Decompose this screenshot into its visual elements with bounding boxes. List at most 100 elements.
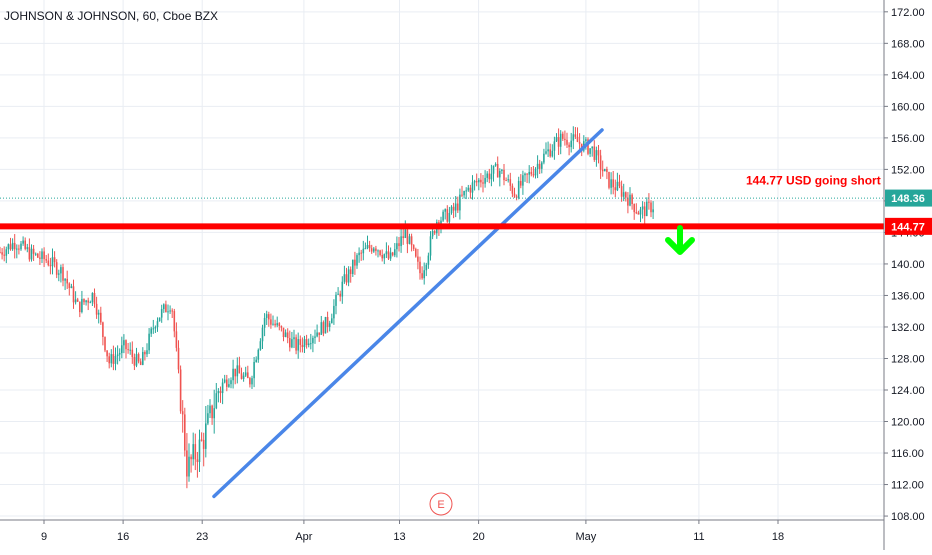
y-tick-label: 108.00	[891, 511, 925, 523]
candle	[520, 174, 522, 189]
trendline[interactable]	[212, 128, 604, 499]
candle	[541, 161, 543, 174]
candle	[412, 244, 415, 251]
y-tick-label: 156.00	[891, 133, 925, 145]
candle	[421, 266, 423, 280]
candle	[385, 242, 388, 259]
y-tick-label: 136.00	[891, 290, 925, 302]
candle	[289, 330, 291, 352]
time-axis-ticks[interactable]: 9 16 23 Apr 13 20 May 11 18	[41, 520, 784, 543]
candle	[316, 324, 318, 338]
candle	[18, 244, 20, 255]
candle	[459, 188, 461, 220]
candle	[186, 433, 188, 489]
candle	[450, 205, 453, 215]
candle	[177, 340, 180, 374]
candle	[364, 242, 367, 250]
candle	[402, 228, 404, 245]
candle	[28, 238, 31, 262]
candle	[480, 173, 482, 188]
candle	[568, 142, 570, 156]
candle	[524, 172, 526, 182]
candle	[301, 337, 304, 353]
last-price-label: 148.36	[891, 193, 925, 205]
candle	[66, 270, 68, 289]
candle	[631, 193, 633, 210]
candle	[324, 316, 327, 334]
candle	[234, 368, 236, 385]
candle	[198, 429, 201, 472]
candle	[244, 366, 247, 378]
candle	[223, 374, 226, 384]
candle	[282, 327, 285, 342]
candle	[299, 335, 302, 353]
candle	[22, 236, 24, 246]
candle	[448, 206, 451, 226]
horizontal-gridlines	[0, 11, 884, 517]
candle	[339, 290, 341, 302]
candle	[0, 246, 1, 254]
candle	[11, 238, 14, 251]
candle	[158, 317, 161, 322]
candle	[639, 206, 642, 223]
y-tick-label: 120.00	[891, 417, 925, 429]
candle	[612, 170, 614, 195]
candle	[270, 313, 272, 329]
candle	[34, 252, 37, 256]
candle	[446, 205, 449, 223]
candle	[646, 197, 648, 217]
candle	[253, 356, 255, 388]
candle	[471, 175, 474, 200]
candle	[356, 253, 358, 269]
candle	[181, 400, 184, 433]
candle	[608, 171, 610, 190]
candle	[345, 267, 348, 286]
candle	[169, 305, 171, 314]
earnings-marker[interactable]: E	[429, 492, 453, 516]
candle	[202, 432, 205, 467]
candle	[643, 201, 646, 225]
candle	[133, 353, 136, 371]
candle	[148, 328, 150, 355]
candle	[637, 210, 640, 215]
candle	[293, 329, 295, 348]
candle	[154, 325, 157, 333]
candle	[362, 240, 365, 261]
candle	[515, 194, 518, 201]
candle	[265, 310, 268, 325]
candle	[614, 179, 617, 198]
candle	[194, 433, 197, 471]
candle	[259, 338, 262, 351]
candle	[408, 233, 411, 245]
candle	[326, 311, 329, 333]
candle	[467, 184, 470, 192]
y-tick-label: 128.00	[891, 353, 925, 365]
candle	[188, 443, 190, 482]
candle	[108, 352, 110, 369]
x-tick-label: 13	[393, 531, 405, 543]
candle	[32, 244, 35, 261]
candle	[55, 259, 58, 279]
candle	[391, 251, 394, 257]
candle	[64, 278, 66, 291]
x-tick-label: May	[576, 531, 597, 543]
candle	[549, 143, 551, 158]
candle	[511, 183, 514, 198]
candle	[192, 432, 194, 466]
candle	[648, 193, 650, 210]
candle	[333, 299, 335, 325]
candle	[492, 165, 495, 182]
candle	[478, 178, 480, 191]
candle	[232, 359, 234, 389]
candle	[431, 227, 434, 240]
horizontal-line-badge: 144.77	[885, 217, 932, 235]
candle	[473, 179, 476, 191]
candle	[360, 249, 362, 261]
candle	[368, 240, 371, 252]
candle	[209, 399, 211, 418]
x-tick-label: 16	[117, 531, 129, 543]
candle	[284, 329, 287, 338]
candle	[377, 249, 379, 258]
